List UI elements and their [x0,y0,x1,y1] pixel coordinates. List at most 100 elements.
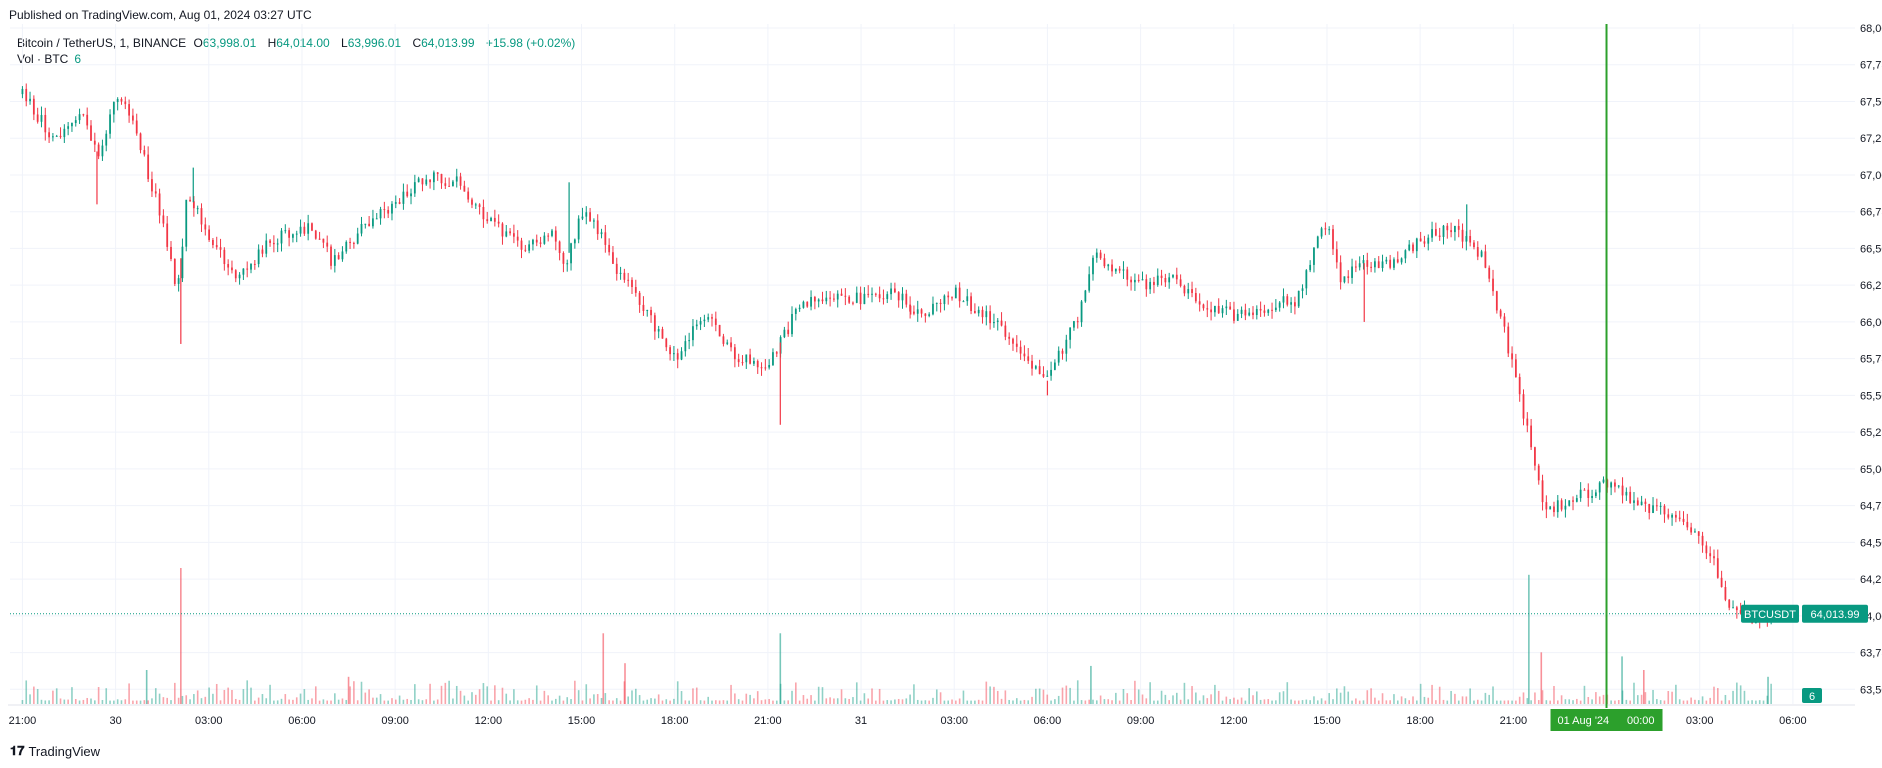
candle-body [951,297,953,299]
candle-body [192,201,195,209]
volume-label[interactable]: Vol · BTC [17,52,69,66]
symbol-name[interactable]: Bitcoin / TetherUS, 1, BINANCE [17,36,187,50]
x-tick-label: 06:00 [1779,715,1807,727]
candle-body [299,226,302,234]
candle-body [1252,312,1254,316]
volume-bar [886,700,889,704]
volume-bar [113,700,115,704]
candle-body [1221,308,1224,314]
candle-body [1133,279,1136,283]
candle-body [1732,607,1734,609]
candle-body [429,179,431,183]
candle-body [764,367,767,369]
candle-body [1480,251,1483,257]
volume-bar [105,688,108,704]
volume-bar [1540,652,1543,704]
volume-bar [1751,700,1753,704]
volume-bar [600,697,603,704]
volume-bar [791,690,793,704]
volume-bar [524,699,527,704]
volume-bar [166,697,168,704]
volume-bar [284,694,287,704]
candle-body [528,244,531,251]
x-tick-label: 03:00 [195,715,223,727]
candle-body [1206,308,1209,310]
volume-bar [1488,694,1491,704]
candle-body [234,270,237,279]
volume-bar [810,695,812,704]
candle-body [573,239,576,244]
volume-bar [196,690,199,704]
volume-bar [1598,696,1601,704]
volume-bar [596,694,599,704]
y-tick-label: 67,250.00 [1860,133,1882,145]
close-value: 64,013.99 [421,36,475,50]
candle-body [1709,553,1712,557]
volume-bar [1537,700,1540,704]
volume-bar [745,693,748,704]
candle-body [657,329,660,332]
candle-body [878,294,881,299]
x-tick-label: 18:00 [661,715,689,727]
x-tick-label: 03:00 [940,715,968,727]
volume-bar [269,684,271,704]
candle-body [939,302,942,305]
volume-bar [772,700,774,704]
volume-bar [90,698,92,704]
candle-body [825,297,828,302]
volume-bar [574,680,576,704]
volume-bar [94,700,96,704]
candle-body [505,231,508,237]
candle-body [200,208,203,225]
candle-body [1610,482,1613,488]
x-tick-label: 15:00 [568,715,596,727]
x-axis: 21:00 30 03:00 06:00 09:00 12:00 15:00 18:00 21:… [9,715,1807,727]
candle-body [208,229,211,240]
volume-bar [855,682,858,704]
candle-body [1629,491,1632,503]
candle-body [265,240,268,254]
candle-body [1225,306,1228,309]
volume-bar [551,700,553,704]
candle-body [570,243,572,264]
candle-body [688,340,691,342]
volume-bar [341,698,344,704]
volume-bar [1202,695,1205,704]
volume-bar [482,683,485,704]
candle-body [455,176,458,182]
volume-bar [1305,699,1308,704]
candle-body [642,304,645,311]
y-tick-label: 63,500.00 [1860,684,1882,696]
volume-bar [1690,697,1692,704]
volume-bar [890,700,892,704]
volume-bar [375,697,378,704]
volume-bar [448,680,450,704]
y-tick-label: 67,000.00 [1860,170,1882,182]
candle-body [1598,482,1601,493]
candle-body [1514,359,1517,378]
candle-body [558,241,561,253]
candle-body [482,206,485,220]
candle-body [1454,225,1456,233]
candle-body [707,317,710,320]
candle-body [1339,262,1342,283]
volume-badge [1802,688,1822,703]
x-tick-label: 18:00 [1406,715,1434,727]
volume-bar [1454,693,1456,704]
candle-body [1172,274,1174,278]
candle-body [932,303,934,315]
candle-body [1008,336,1011,339]
volume-bar [1381,693,1384,704]
candle-body [741,362,744,364]
candle-body [1000,320,1003,326]
volume-bar [1084,700,1087,704]
volume-bar [1496,700,1498,704]
volume-bar [882,700,885,704]
volume-bar [1633,682,1635,704]
candle-body [813,296,816,302]
y-tick-label: 67,750.00 [1860,60,1882,72]
volume-bar [1610,700,1612,704]
volume-bar [1545,700,1548,704]
candle-body [810,296,812,307]
